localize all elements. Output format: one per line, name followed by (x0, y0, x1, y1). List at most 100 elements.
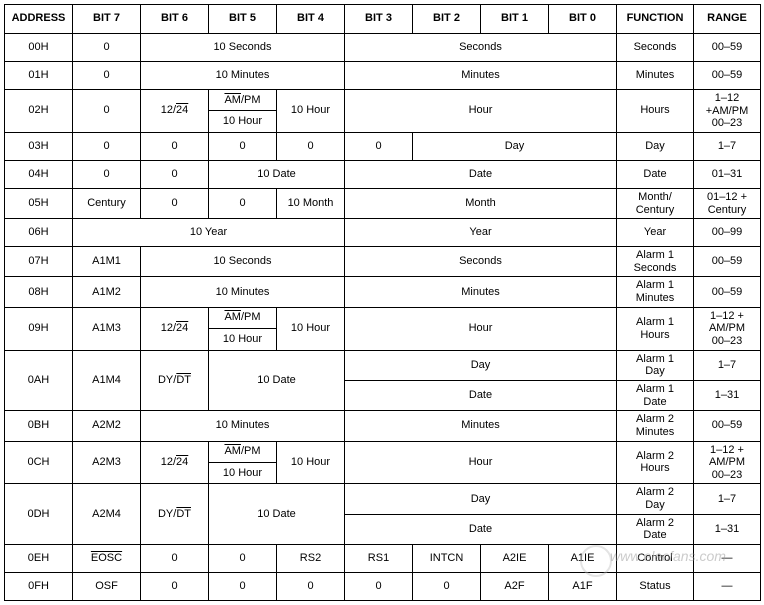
cell-range: 00–59 (694, 411, 761, 441)
cell-addr: 07H (5, 247, 73, 277)
cell-bit7: A1M3 (73, 307, 141, 350)
cell-bit5: 0 (209, 545, 277, 573)
cell-minutes: Minutes (345, 62, 617, 90)
cell-func: Status (617, 573, 694, 601)
cell-bit6: DY/DT (141, 484, 209, 545)
col-bit3: BIT 3 (345, 5, 413, 34)
cell-minutes: Minutes (345, 411, 617, 441)
cell-addr: 00H (5, 34, 73, 62)
cell-range: — (694, 573, 761, 601)
cell-bit7: 0 (73, 132, 141, 160)
cell-bit7: A1M2 (73, 277, 141, 307)
row-0dh-a: 0DH A2M4 DY/DT 10 Date Day Alarm 2Day 1–… (5, 484, 761, 514)
cell-bit0: A1F (549, 573, 617, 601)
cell-bit7: 0 (73, 62, 141, 90)
cell-bit7: A2M2 (73, 411, 141, 441)
cell-bit7: EOSC (73, 545, 141, 573)
cell-func: Day (617, 132, 694, 160)
cell-bit4: 0 (277, 132, 345, 160)
cell-day: Day (345, 484, 617, 514)
cell-addr: 0EH (5, 545, 73, 573)
cell-bit7: 0 (73, 34, 141, 62)
cell-date: Date (345, 380, 617, 410)
cell-bit6: 0 (141, 188, 209, 218)
cell-hour: Hour (345, 441, 617, 484)
row-08h: 08H A1M2 10 Minutes Minutes Alarm 1Minut… (5, 277, 761, 307)
col-bit6: BIT 6 (141, 5, 209, 34)
cell-date: Date (345, 160, 617, 188)
cell-10date: 10 Date (209, 484, 345, 545)
cell-range: 01–12 +Century (694, 188, 761, 218)
row-02h-a: 02H 0 12/24 AM/PM 10 Hour Hour Hours 1–1… (5, 90, 761, 111)
cell-func: Alarm 2Hours (617, 441, 694, 484)
cell-func: Alarm 2Day (617, 484, 694, 514)
cell-day: Day (413, 132, 617, 160)
cell-func: Alarm 2Date (617, 514, 694, 544)
row-0bh: 0BH A2M2 10 Minutes Minutes Alarm 2Minut… (5, 411, 761, 441)
cell-bit6: DY/DT (141, 350, 209, 411)
row-03h: 03H 0 0 0 0 0 Day Day 1–7 (5, 132, 761, 160)
cell-func: Date (617, 160, 694, 188)
cell-bit0: A1IE (549, 545, 617, 573)
cell-bit4: 10 Hour (277, 90, 345, 133)
col-range: RANGE (694, 5, 761, 34)
cell-date: Date (345, 514, 617, 544)
header-row: ADDRESS BIT 7 BIT 6 BIT 5 BIT 4 BIT 3 BI… (5, 5, 761, 34)
cell-range: 1–31 (694, 380, 761, 410)
cell-addr: 0DH (5, 484, 73, 545)
cell-range: 01–31 (694, 160, 761, 188)
cell-bit6: 0 (141, 545, 209, 573)
row-09h-a: 09H A1M3 12/24 AM/PM 10 Hour Hour Alarm … (5, 307, 761, 328)
row-06h: 06H 10 Year Year Year 00–99 (5, 219, 761, 247)
cell-10date: 10 Date (209, 350, 345, 411)
cell-range: 1–12 +AM/PM00–23 (694, 441, 761, 484)
cell-seconds: Seconds (345, 34, 617, 62)
cell-func: Alarm 1Date (617, 380, 694, 410)
cell-seconds: Seconds (345, 247, 617, 277)
cell-addr: 04H (5, 160, 73, 188)
cell-bit4: 10 Hour (277, 307, 345, 350)
col-bit1: BIT 1 (481, 5, 549, 34)
cell-range: 1–12 +AM/PM00–23 (694, 307, 761, 350)
cell-month: Month (345, 188, 617, 218)
cell-func: Minutes (617, 62, 694, 90)
cell-10seconds: 10 Seconds (141, 34, 345, 62)
cell-bit5a: AM/PM (209, 90, 277, 111)
cell-10minutes: 10 Minutes (141, 411, 345, 441)
cell-range: 1–7 (694, 132, 761, 160)
cell-range: 00–59 (694, 247, 761, 277)
cell-func: Seconds (617, 34, 694, 62)
cell-bit3: 0 (345, 573, 413, 601)
cell-bit5: 0 (209, 188, 277, 218)
cell-addr: 06H (5, 219, 73, 247)
cell-bit6: 0 (141, 573, 209, 601)
cell-addr: 02H (5, 90, 73, 133)
row-07h: 07H A1M1 10 Seconds Seconds Alarm 1Secon… (5, 247, 761, 277)
row-05h: 05H Century 0 0 10 Month Month Month/Cen… (5, 188, 761, 218)
cell-10minutes: 10 Minutes (141, 62, 345, 90)
cell-10seconds: 10 Seconds (141, 247, 345, 277)
cell-hour: Hour (345, 307, 617, 350)
cell-bit6: 12/24 (141, 441, 209, 484)
cell-range: 00–59 (694, 34, 761, 62)
cell-func: Alarm 1Day (617, 350, 694, 380)
cell-range: 00–59 (694, 62, 761, 90)
cell-bit5a: AM/PM (209, 441, 277, 462)
cell-range: 00–59 (694, 277, 761, 307)
cell-bit4: RS2 (277, 545, 345, 573)
row-04h: 04H 0 0 10 Date Date Date 01–31 (5, 160, 761, 188)
cell-addr: 0BH (5, 411, 73, 441)
cell-bit7: A2M3 (73, 441, 141, 484)
cell-func: Alarm 2Minutes (617, 411, 694, 441)
cell-bit7: A2M4 (73, 484, 141, 545)
cell-bit4: 10 Month (277, 188, 345, 218)
col-bit0: BIT 0 (549, 5, 617, 34)
cell-bit3: RS1 (345, 545, 413, 573)
cell-func: Alarm 1Hours (617, 307, 694, 350)
cell-bit2: 0 (413, 573, 481, 601)
cell-bit3: 0 (345, 132, 413, 160)
cell-bit1: A2IE (481, 545, 549, 573)
col-bit5: BIT 5 (209, 5, 277, 34)
row-0ch-a: 0CH A2M3 12/24 AM/PM 10 Hour Hour Alarm … (5, 441, 761, 462)
cell-func: Year (617, 219, 694, 247)
